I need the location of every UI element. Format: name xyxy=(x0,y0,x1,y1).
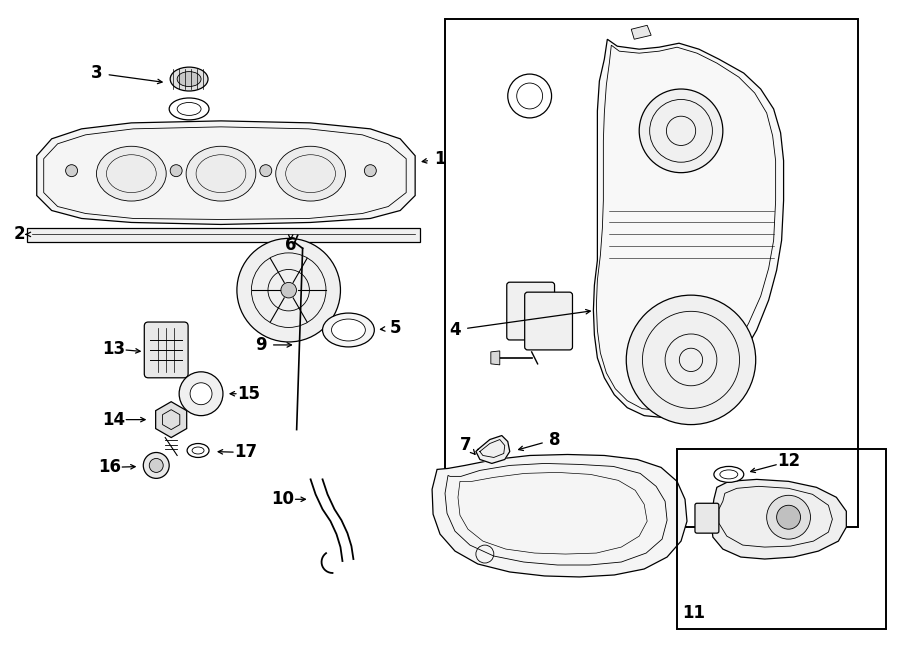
FancyBboxPatch shape xyxy=(695,503,719,533)
Ellipse shape xyxy=(186,146,256,201)
Ellipse shape xyxy=(322,313,374,347)
Ellipse shape xyxy=(96,146,166,201)
Polygon shape xyxy=(491,351,500,365)
Text: 11: 11 xyxy=(682,603,706,622)
Circle shape xyxy=(170,165,182,176)
Text: 15: 15 xyxy=(238,385,260,403)
Circle shape xyxy=(767,495,811,539)
Polygon shape xyxy=(631,25,652,39)
Text: 9: 9 xyxy=(255,336,266,354)
Circle shape xyxy=(777,505,800,529)
Text: 14: 14 xyxy=(102,410,125,428)
Text: 6: 6 xyxy=(285,237,296,254)
Polygon shape xyxy=(432,455,687,577)
FancyBboxPatch shape xyxy=(144,322,188,378)
Circle shape xyxy=(149,459,163,473)
Ellipse shape xyxy=(720,470,738,479)
Text: 13: 13 xyxy=(102,340,125,358)
Polygon shape xyxy=(27,229,420,243)
Bar xyxy=(677,449,886,629)
Circle shape xyxy=(143,453,169,479)
Text: 10: 10 xyxy=(271,490,294,508)
Bar xyxy=(445,19,859,527)
Ellipse shape xyxy=(192,447,204,454)
Polygon shape xyxy=(37,121,415,225)
Polygon shape xyxy=(156,402,186,438)
Circle shape xyxy=(237,239,340,342)
Polygon shape xyxy=(711,479,846,559)
Ellipse shape xyxy=(170,67,208,91)
Text: 12: 12 xyxy=(777,452,800,471)
FancyBboxPatch shape xyxy=(525,292,572,350)
Circle shape xyxy=(639,89,723,173)
Circle shape xyxy=(260,165,272,176)
Polygon shape xyxy=(476,436,509,463)
Text: 16: 16 xyxy=(98,459,121,477)
Ellipse shape xyxy=(714,467,743,483)
FancyBboxPatch shape xyxy=(507,282,554,340)
Circle shape xyxy=(281,282,296,298)
Circle shape xyxy=(626,295,756,424)
Text: 7: 7 xyxy=(460,436,472,453)
Circle shape xyxy=(364,165,376,176)
Text: 17: 17 xyxy=(234,444,257,461)
Ellipse shape xyxy=(187,444,209,457)
Text: 8: 8 xyxy=(549,430,561,449)
Circle shape xyxy=(190,383,212,405)
Ellipse shape xyxy=(177,71,201,87)
Circle shape xyxy=(66,165,77,176)
Text: 4: 4 xyxy=(449,321,461,339)
Ellipse shape xyxy=(331,319,365,341)
Text: 5: 5 xyxy=(390,319,401,337)
Ellipse shape xyxy=(275,146,346,201)
Text: 1: 1 xyxy=(435,150,446,168)
Text: 2: 2 xyxy=(14,225,25,243)
Text: 3: 3 xyxy=(91,64,103,82)
Circle shape xyxy=(179,372,223,416)
Polygon shape xyxy=(593,39,784,418)
